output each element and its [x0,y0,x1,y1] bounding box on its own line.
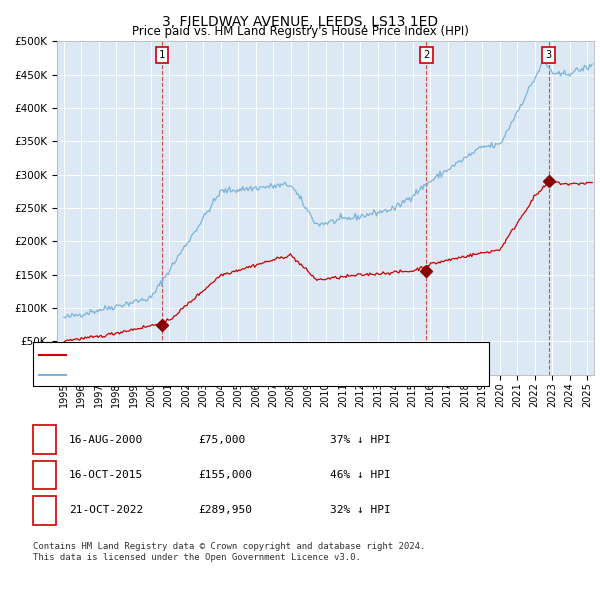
Text: 3, FIELDWAY AVENUE, LEEDS, LS13 1ED (detached house): 3, FIELDWAY AVENUE, LEEDS, LS13 1ED (det… [70,350,371,359]
Text: 2: 2 [41,470,48,480]
Text: 2: 2 [424,50,430,60]
Text: 1: 1 [41,435,48,444]
Text: £289,950: £289,950 [198,506,252,515]
Text: 1: 1 [159,50,165,60]
Text: 3, FIELDWAY AVENUE, LEEDS, LS13 1ED: 3, FIELDWAY AVENUE, LEEDS, LS13 1ED [162,15,438,29]
Text: Price paid vs. HM Land Registry's House Price Index (HPI): Price paid vs. HM Land Registry's House … [131,25,469,38]
Text: £155,000: £155,000 [198,470,252,480]
Text: HPI: Average price, detached house, Leeds: HPI: Average price, detached house, Leed… [70,371,293,381]
Text: 16-OCT-2015: 16-OCT-2015 [69,470,143,480]
Text: 3: 3 [41,506,48,515]
Text: 16-AUG-2000: 16-AUG-2000 [69,435,143,444]
Text: 3: 3 [545,50,552,60]
Text: 32% ↓ HPI: 32% ↓ HPI [330,506,391,515]
Text: 37% ↓ HPI: 37% ↓ HPI [330,435,391,444]
Text: 46% ↓ HPI: 46% ↓ HPI [330,470,391,480]
Text: 21-OCT-2022: 21-OCT-2022 [69,506,143,515]
Text: £75,000: £75,000 [198,435,245,444]
Text: Contains HM Land Registry data © Crown copyright and database right 2024.
This d: Contains HM Land Registry data © Crown c… [33,542,425,562]
